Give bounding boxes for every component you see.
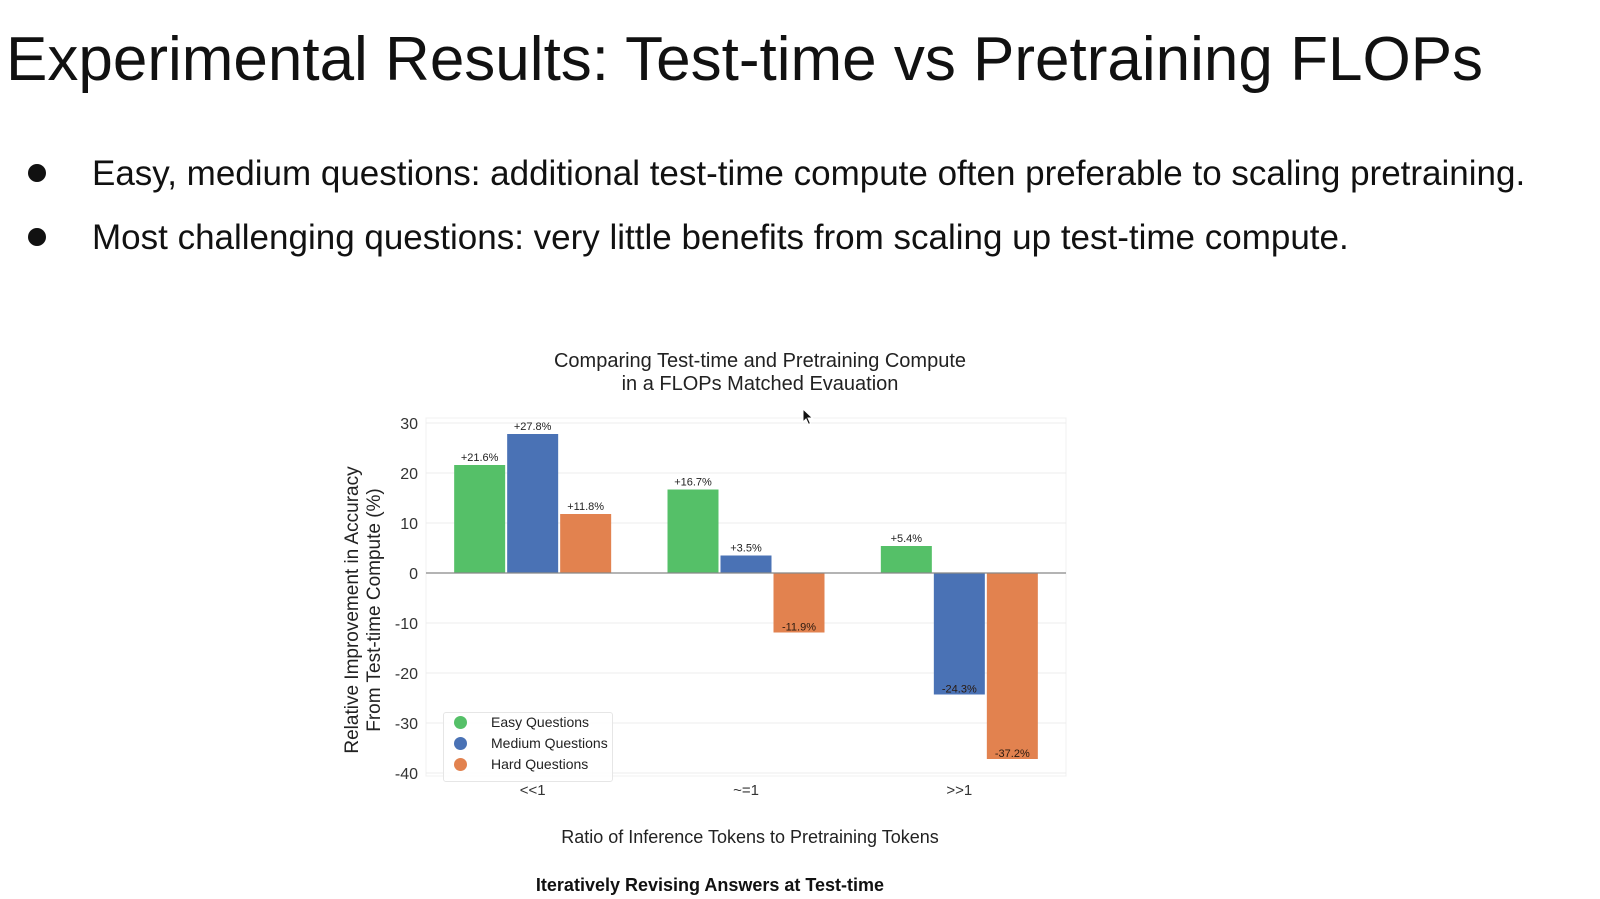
y-tick-label: -20 — [395, 666, 418, 683]
bar-medium-questions — [933, 573, 985, 695]
bar-medium-questions — [507, 434, 559, 573]
x-tick-label: ~=1 — [733, 782, 759, 799]
bar-medium-questions — [720, 555, 772, 573]
chart-title-line: Comparing Test-time and Pretraining Comp… — [553, 350, 967, 372]
y-tick-label: -40 — [395, 766, 418, 783]
bullet-dot-icon — [28, 228, 46, 246]
bar-easy-questions — [454, 465, 506, 573]
bar-value-label: +27.8% — [514, 421, 552, 433]
chart-title-line: in a FLOPs Matched Evauation — [621, 373, 899, 395]
x-tick-label: >>1 — [946, 782, 972, 799]
bar-hard-questions — [560, 514, 612, 573]
figure-caption: Iteratively Revising Answers at Test-tim… — [535, 875, 885, 895]
legend-swatch-medium — [454, 737, 467, 750]
legend-swatch-hard — [454, 758, 467, 771]
bar-value-label: +3.5% — [730, 543, 762, 555]
bar-value-label: +16.7% — [674, 477, 712, 489]
legend-label: Hard Questions — [491, 756, 589, 772]
slide-title: Experimental Results: Test-time vs Pretr… — [6, 25, 1484, 94]
bar-value-label: +21.6% — [461, 452, 499, 464]
x-tick-label: <<1 — [520, 782, 546, 799]
y-tick-label: 10 — [400, 516, 418, 533]
bar-value-label: +11.8% — [567, 501, 604, 513]
y-tick-label: 20 — [400, 466, 418, 483]
y-axis-label: Relative Improvement in Accuracy From Te… — [342, 400, 386, 820]
y-tick-label: 30 — [400, 416, 418, 433]
chart-title: Comparing Test-time and Pretraining Comp… — [440, 350, 1080, 396]
bullet-text: Easy, medium questions: additional test-… — [92, 154, 1526, 193]
legend-swatch-easy — [454, 716, 467, 729]
bar-easy-questions — [667, 489, 719, 573]
y-tick-label: -10 — [395, 616, 418, 633]
y-axis-label-line: From Test-time Compute (%) — [364, 488, 385, 732]
y-tick-label: -30 — [395, 716, 418, 733]
bar-hard-questions — [773, 573, 825, 633]
bullet-dot-icon — [28, 164, 46, 182]
bar-value-label: -11.9% — [782, 622, 816, 634]
chart-legend: Easy Questions Medium Questions Hard Que… — [443, 712, 613, 782]
bar-hard-questions — [986, 573, 1038, 759]
x-axis-label: Ratio of Inference Tokens to Pretraining… — [561, 827, 939, 847]
legend-label: Medium Questions — [491, 735, 608, 751]
y-axis-label-line: Relative Improvement in Accuracy — [342, 466, 363, 754]
bar-value-label: +5.4% — [891, 533, 923, 545]
bar-value-label: -37.2% — [995, 748, 1030, 760]
y-tick-label: 0 — [409, 566, 418, 583]
bar-value-label: -24.3% — [942, 684, 977, 696]
bar-easy-questions — [880, 546, 932, 573]
bullet-text: Most challenging questions: very little … — [92, 218, 1349, 257]
legend-label: Easy Questions — [491, 714, 590, 730]
mouse-cursor-icon — [802, 408, 814, 426]
